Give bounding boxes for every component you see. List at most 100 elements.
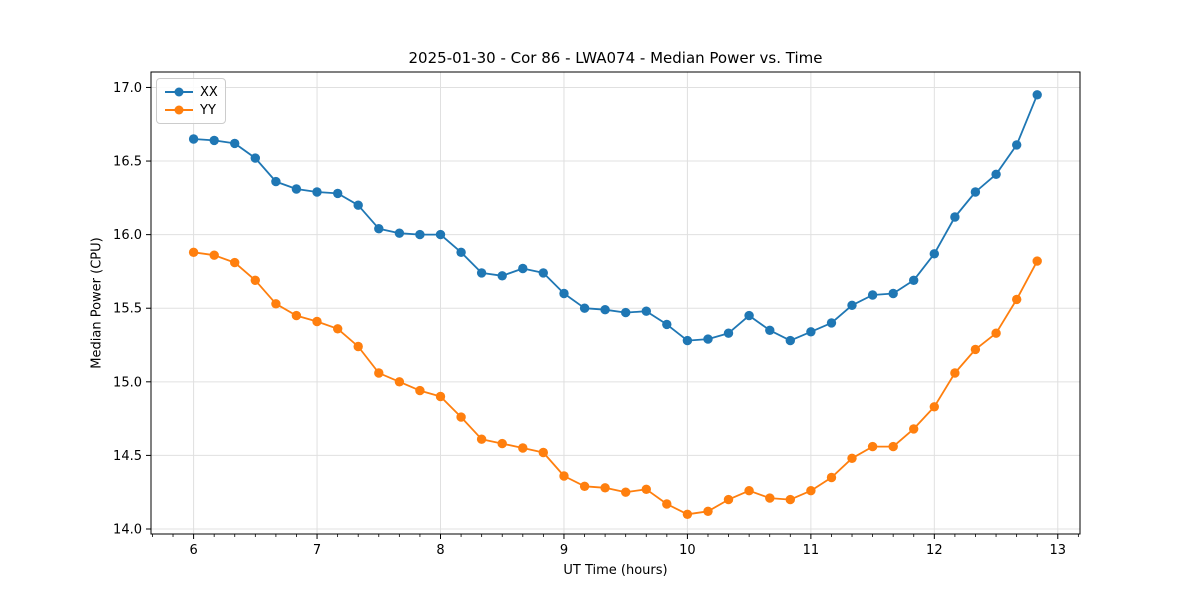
data-point-xx xyxy=(806,327,816,337)
data-point-xx xyxy=(476,268,487,278)
data-point-yy xyxy=(456,412,466,422)
data-point-yy xyxy=(641,484,651,494)
data-point-xx xyxy=(662,319,672,330)
data-point-yy xyxy=(476,434,487,444)
data-point-yy xyxy=(867,441,878,452)
series-line-xx xyxy=(193,94,1039,342)
data-point-xx xyxy=(271,176,281,187)
data-point-xx xyxy=(250,153,260,163)
data-point-yy xyxy=(435,391,446,402)
data-point-yy xyxy=(909,424,919,434)
x-tick-label: 6 xyxy=(189,543,197,558)
data-point-yy xyxy=(662,499,672,509)
data-point-yy xyxy=(703,506,713,516)
axes-spines xyxy=(150,71,1081,535)
data-point-xx xyxy=(888,288,898,299)
data-point-xx xyxy=(785,335,795,346)
y-tick-label: 14.5 xyxy=(113,449,142,464)
data-point-yy xyxy=(394,377,405,387)
y-tick-label: 14.0 xyxy=(113,522,142,537)
data-point-yy xyxy=(250,275,260,285)
data-point-xx xyxy=(703,334,713,344)
x-tick-label: 9 xyxy=(560,543,568,558)
data-point-yy xyxy=(538,447,548,458)
data-point-xx xyxy=(209,135,219,146)
data-point-xx xyxy=(1032,90,1042,100)
data-point-yy xyxy=(1012,294,1022,305)
chart-title: 2025-01-30 - Cor 86 - LWA074 - Median Po… xyxy=(408,49,823,67)
data-point-yy xyxy=(209,250,219,260)
data-point-xx xyxy=(415,229,425,240)
data-point-xx xyxy=(991,169,1001,179)
x-tick-label: 7 xyxy=(313,543,321,558)
data-point-xx xyxy=(1012,140,1022,150)
data-point-yy xyxy=(723,494,734,505)
data-point-yy xyxy=(826,472,837,483)
data-point-yy xyxy=(374,368,384,378)
data-point-yy xyxy=(847,453,857,463)
series-line-yy xyxy=(193,251,1038,516)
data-point-xx xyxy=(291,184,302,194)
data-point-yy xyxy=(765,493,775,503)
data-point-yy xyxy=(518,443,528,453)
data-point-yy xyxy=(621,487,631,497)
data-point-xx xyxy=(188,134,199,144)
data-point-yy xyxy=(600,483,610,493)
data-point-xx xyxy=(579,303,590,313)
data-point-yy xyxy=(271,299,281,309)
x-axis-label: UT Time (hours) xyxy=(563,563,668,578)
data-point-xx xyxy=(538,268,548,278)
data-point-yy xyxy=(806,486,816,496)
data-point-xx xyxy=(353,200,363,210)
data-point-yy xyxy=(291,310,302,321)
y-tick-label: 15.0 xyxy=(113,375,142,390)
data-point-xx xyxy=(641,306,651,316)
data-point-xx xyxy=(435,229,446,240)
data-point-yy xyxy=(415,385,425,396)
y-tick-label: 17.0 xyxy=(113,81,142,96)
data-point-yy xyxy=(744,486,754,496)
data-point-xx xyxy=(518,263,528,274)
data-point-xx xyxy=(559,288,569,299)
data-point-yy xyxy=(312,316,322,327)
data-point-xx xyxy=(826,318,837,328)
legend: XX YY xyxy=(156,78,226,124)
y-tick-label: 15.5 xyxy=(113,302,142,317)
data-point-xx xyxy=(230,138,240,149)
legend-line-marker-icon xyxy=(165,105,193,116)
legend-item-xx: XX xyxy=(165,84,218,100)
legend-label-xx: XX xyxy=(200,84,218,100)
data-point-xx xyxy=(744,310,754,321)
data-point-xx xyxy=(909,275,919,285)
x-tick-label: 10 xyxy=(679,543,696,558)
data-point-xx xyxy=(621,307,631,318)
data-point-xx xyxy=(867,290,878,300)
data-point-yy xyxy=(559,471,569,481)
data-point-xx xyxy=(456,247,466,257)
data-point-xx xyxy=(970,187,981,197)
y-tick-label: 16.0 xyxy=(113,228,142,243)
data-point-yy xyxy=(579,481,590,491)
legend-label-yy: YY xyxy=(200,102,216,118)
data-point-xx xyxy=(394,228,405,238)
data-point-yy xyxy=(888,441,898,452)
data-point-yy xyxy=(785,494,795,505)
x-tick-label: 11 xyxy=(803,543,820,558)
data-point-yy xyxy=(970,344,981,355)
x-tick-label: 8 xyxy=(436,543,444,558)
data-point-yy xyxy=(1032,256,1042,266)
y-axis-label: Median Power (CPU) xyxy=(89,237,105,369)
data-point-xx xyxy=(682,335,693,346)
data-point-xx xyxy=(929,249,939,259)
data-point-xx xyxy=(950,212,960,222)
data-point-xx xyxy=(497,271,507,281)
y-tick-label: 16.5 xyxy=(113,155,142,170)
data-point-yy xyxy=(353,341,363,352)
data-point-yy xyxy=(991,328,1001,338)
data-point-xx xyxy=(374,224,384,234)
data-point-xx xyxy=(600,305,610,315)
data-point-xx xyxy=(847,300,857,310)
data-point-xx xyxy=(723,328,734,338)
